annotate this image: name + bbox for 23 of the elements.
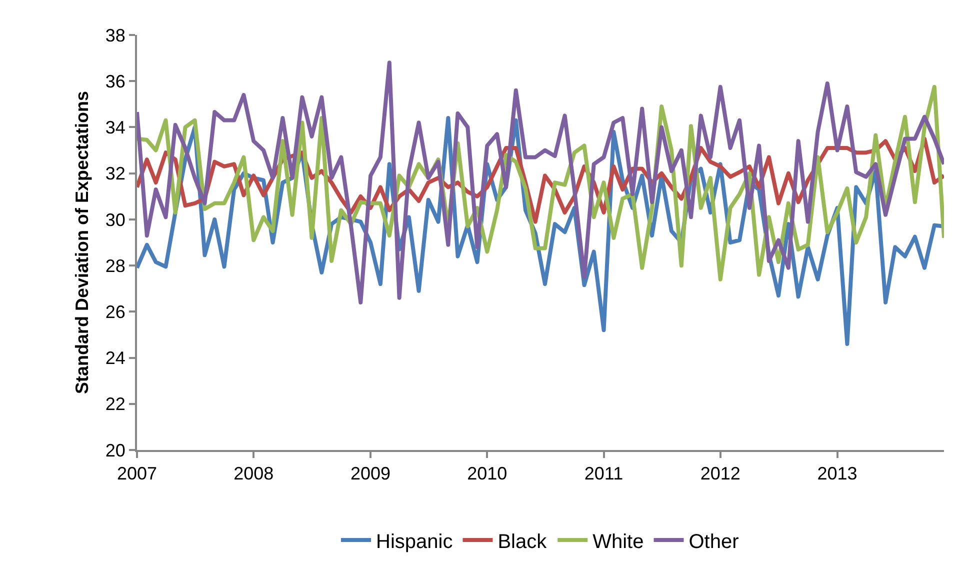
x-tick-label: 2013 bbox=[817, 464, 858, 484]
y-tick-label: 20 bbox=[105, 440, 126, 460]
y-tick-label: 24 bbox=[105, 348, 126, 368]
y-axis-title: Standard Deviation of Expectations bbox=[72, 90, 92, 394]
y-tick-label: 36 bbox=[105, 71, 126, 92]
legend-label: Hispanic bbox=[376, 530, 453, 553]
y-tick-label: 38 bbox=[105, 25, 126, 46]
legend-label: Other bbox=[688, 530, 740, 553]
y-tick-label: 32 bbox=[105, 164, 126, 184]
line-series bbox=[137, 60, 944, 304]
x-tick-label: 2007 bbox=[116, 464, 158, 484]
x-tick-label: 2009 bbox=[350, 464, 391, 484]
y-tick-label: 26 bbox=[105, 302, 126, 322]
legend-label: White bbox=[592, 530, 644, 553]
y-tick-label: 22 bbox=[105, 394, 126, 414]
legend-label: Black bbox=[498, 530, 548, 553]
y-tick-label: 34 bbox=[105, 118, 126, 138]
y-tick-label: 28 bbox=[105, 256, 126, 276]
y-tick-label: 30 bbox=[105, 210, 126, 230]
x-tick-label: 2011 bbox=[584, 464, 624, 484]
x-tick-label: 2008 bbox=[234, 464, 274, 484]
x-tick-label: 2012 bbox=[700, 464, 740, 484]
x-tick-label: 2010 bbox=[467, 464, 508, 484]
